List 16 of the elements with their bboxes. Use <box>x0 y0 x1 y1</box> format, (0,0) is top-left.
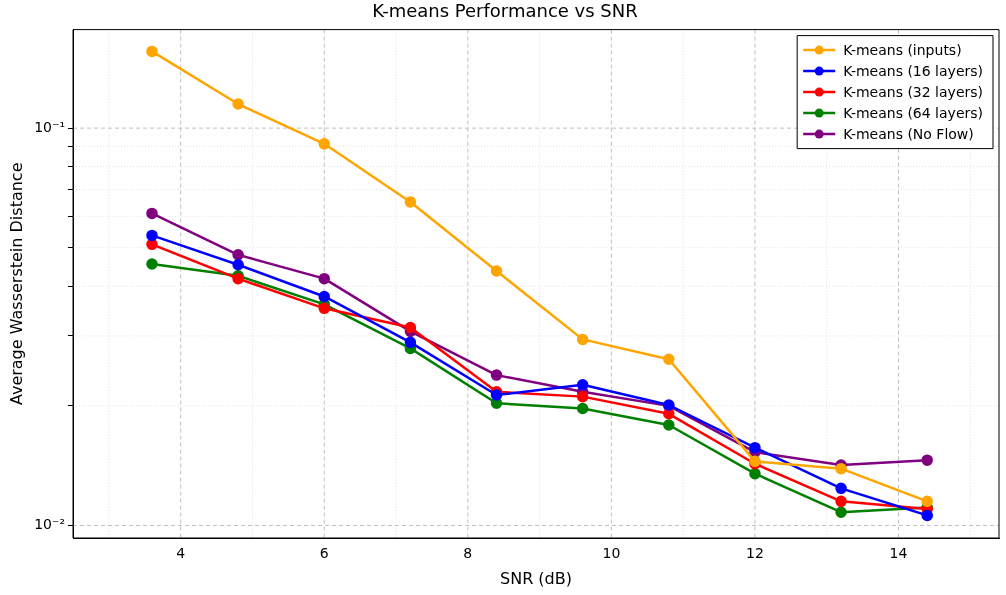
legend-label: K-means (64 layers) <box>843 104 984 121</box>
x-tick-label: 12 <box>746 545 764 562</box>
legend-label: K-means (32 layers) <box>843 83 984 100</box>
x-tick-label: 10 <box>602 545 621 562</box>
legend-label: K-means (No Flow) <box>843 125 974 142</box>
x-tick-label: 14 <box>889 545 908 562</box>
x-tick-label: 4 <box>176 545 186 562</box>
x-axis-title: SNR (dB) <box>500 568 572 588</box>
y-tick-label: 10⁻¹ <box>34 118 66 135</box>
legend-label: K-means (16 layers) <box>843 62 984 79</box>
x-tick-label: 6 <box>319 545 329 562</box>
y-tick-label: 10⁻² <box>34 516 66 533</box>
x-tick-label: 8 <box>463 545 473 562</box>
legend-label: K-means (inputs) <box>843 41 962 58</box>
y-axis-title: Average Wasserstein Distance <box>6 162 26 406</box>
chart-title: K-means Performance vs SNR <box>372 0 638 22</box>
